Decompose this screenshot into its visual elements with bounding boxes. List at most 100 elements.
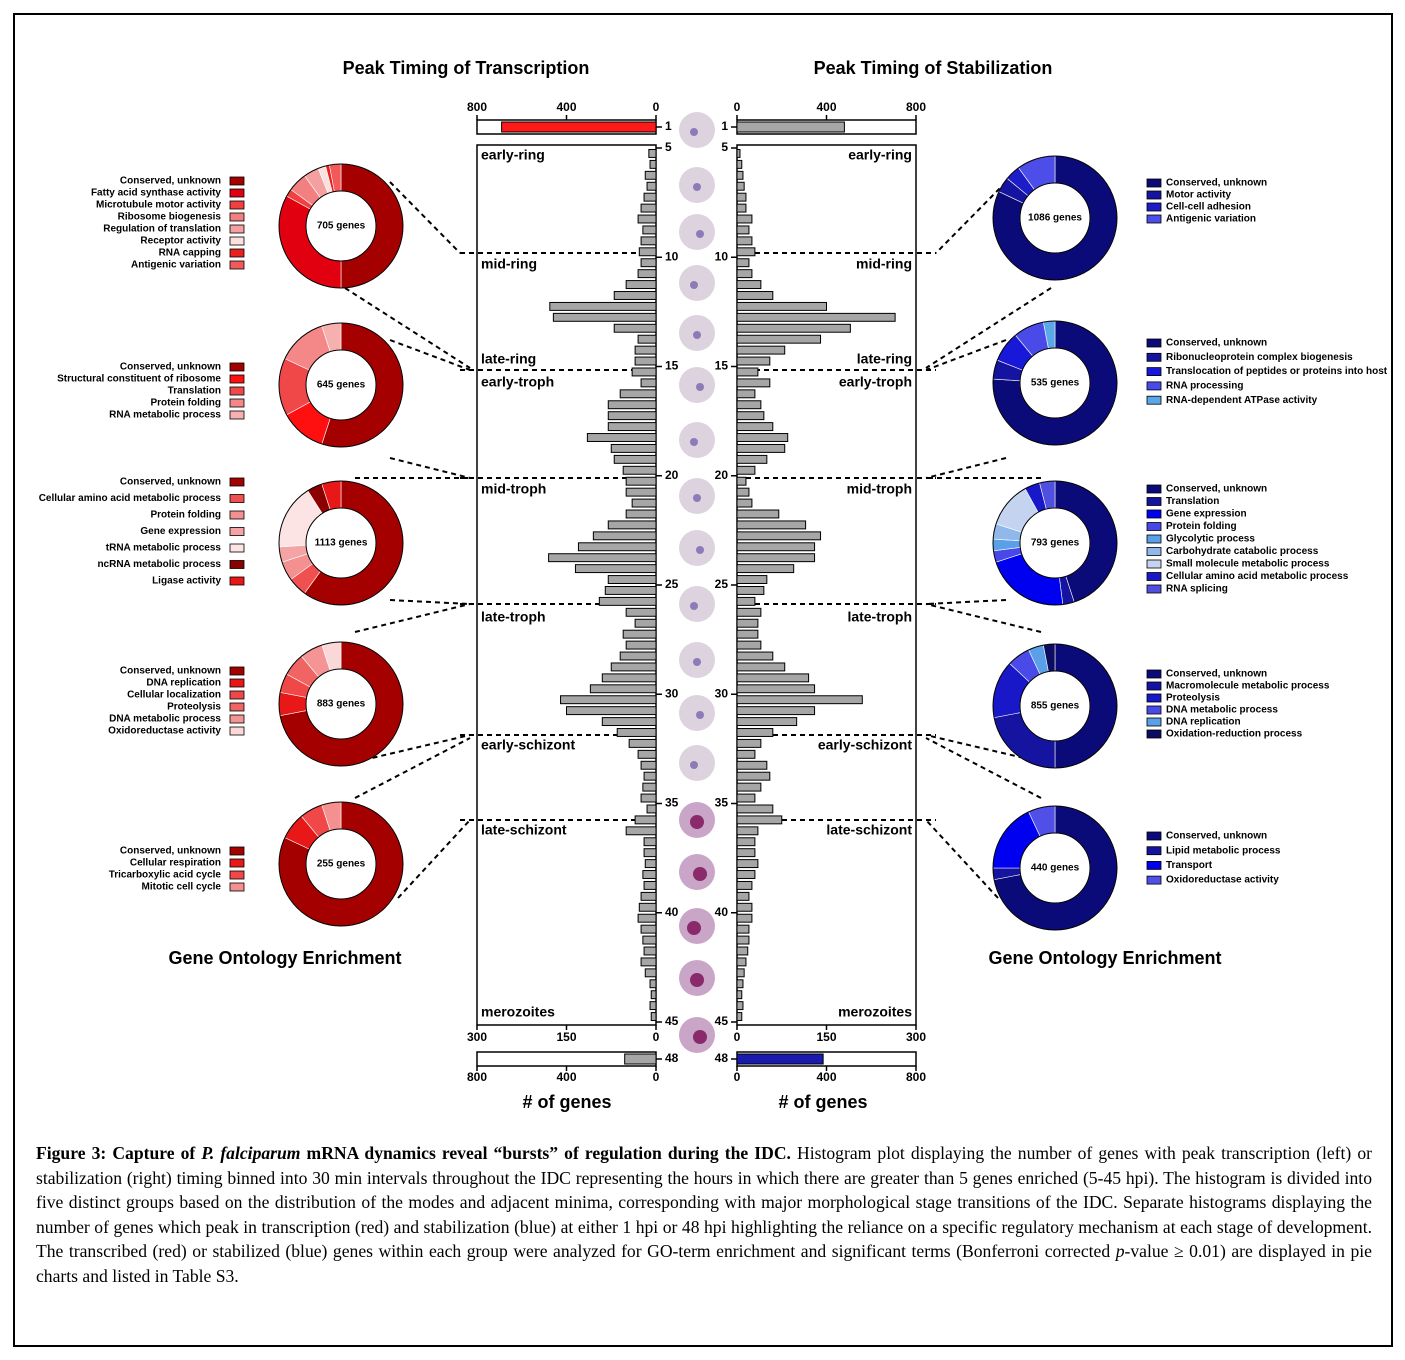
pie-hole <box>305 190 377 262</box>
stage-label: early-schizont <box>818 737 912 753</box>
x-tick-label: 800 <box>906 100 926 114</box>
pie-outline <box>278 641 404 767</box>
legend-swatch <box>229 690 245 700</box>
legend-swatch <box>1146 559 1162 569</box>
legend-label: Lipid metabolic process <box>1166 845 1281 856</box>
pie-center-label: 1086 genes <box>1028 213 1082 224</box>
histogram-bar <box>607 520 657 530</box>
y-tick-label: 20 <box>715 468 729 482</box>
parasite-stain <box>696 711 704 719</box>
pie-center-label: 255 genes <box>317 859 366 870</box>
pie-outline <box>278 322 404 448</box>
parasite-stain <box>690 973 704 987</box>
legend-swatch <box>229 846 245 856</box>
histogram-bar <box>643 848 657 858</box>
histogram-bar <box>736 149 741 158</box>
histogram-bar <box>736 684 816 694</box>
stage-label: late-troph <box>481 609 546 625</box>
histogram-bar <box>736 924 750 934</box>
histogram-bar <box>736 345 786 355</box>
bar <box>501 121 657 133</box>
parasite-stain <box>687 921 701 935</box>
stage-label: mid-ring <box>481 256 537 272</box>
x-tick-label: 300 <box>906 1030 926 1044</box>
histogram-bar <box>736 476 747 486</box>
pie-connector <box>925 181 1052 899</box>
y-tick-label: 10 <box>715 249 729 263</box>
histogram-bar <box>736 367 759 377</box>
y-tick-label: 40 <box>665 905 679 919</box>
x-tick-label: 0 <box>734 1070 741 1084</box>
histogram-bar <box>736 575 768 585</box>
y-tick-label: 45 <box>715 1014 729 1028</box>
histogram-bar <box>736 400 762 410</box>
histogram-bar <box>637 269 657 279</box>
histogram-bar <box>607 411 657 421</box>
histogram-bar <box>637 913 657 923</box>
pie-hole <box>1019 670 1091 742</box>
legend-swatch <box>229 858 245 868</box>
pie-center-label: 883 genes <box>317 699 366 710</box>
histogram-bar <box>736 553 816 563</box>
histogram-bar <box>736 880 753 890</box>
histogram-bar <box>601 717 657 727</box>
legend-label: Ribonucleoprotein complex biogenesis <box>1166 352 1353 363</box>
histogram-bar <box>642 782 657 792</box>
histogram-bar <box>736 520 807 530</box>
legend-label: Oxidoreductase activity <box>1166 875 1279 886</box>
histogram-bar <box>625 640 657 650</box>
legend-swatch <box>1146 729 1162 739</box>
histogram-bar <box>648 149 657 158</box>
pie-center-label: 645 genes <box>317 380 366 391</box>
y-tick-label: 15 <box>665 359 679 373</box>
histogram-bar <box>736 1001 744 1011</box>
histogram-bar <box>736 1012 743 1022</box>
histogram-bar <box>736 247 756 257</box>
legend-swatch <box>1146 367 1162 377</box>
legend-swatch <box>1146 522 1162 531</box>
histogram-bar <box>643 771 657 781</box>
histogram-bar <box>610 443 657 453</box>
x-axis-label: # of genes <box>778 1092 867 1112</box>
pie-center-label: 855 genes <box>1031 701 1080 712</box>
histogram-bar <box>736 280 762 290</box>
y-tick-label: 45 <box>665 1014 679 1028</box>
parasite-stain <box>690 128 698 136</box>
x-tick-label: 0 <box>653 1070 660 1084</box>
legend-swatch <box>1146 669 1162 679</box>
histogram-bar <box>736 891 750 901</box>
pie-hole <box>305 349 377 421</box>
y-tick-label: 5 <box>721 140 728 154</box>
histogram-bar <box>736 990 743 1000</box>
pie-outline <box>992 480 1118 606</box>
histogram-bar <box>736 826 759 836</box>
legend-label: Conserved, unknown <box>1166 669 1267 680</box>
category-label: 48 <box>715 1051 729 1065</box>
histogram-bar <box>607 422 657 432</box>
histogram-bar <box>736 662 786 672</box>
legend-swatch <box>1146 717 1162 727</box>
legend-label: Conserved, unknown <box>1166 831 1267 842</box>
stage-label: late-schizont <box>481 822 567 838</box>
histogram-bar <box>736 793 756 803</box>
histogram-bar <box>607 575 657 585</box>
histogram-bar <box>644 170 657 180</box>
histogram-bar <box>619 389 657 399</box>
histogram-bar <box>566 706 657 716</box>
pie-hole <box>305 668 377 740</box>
legend-swatch <box>229 176 245 186</box>
histogram-bar <box>601 673 657 683</box>
pie-hole <box>1019 507 1091 579</box>
stage-label: early-schizont <box>481 737 575 753</box>
stage-label: late-ring <box>481 351 536 367</box>
legend-swatch <box>229 386 245 396</box>
legend-label: RNA-dependent ATPase activity <box>1166 395 1318 406</box>
histogram-bar <box>592 531 657 541</box>
x-tick-label: 0 <box>653 100 660 114</box>
histogram-bar <box>736 564 795 574</box>
histogram-bar <box>643 946 657 956</box>
histogram-bar <box>736 837 756 847</box>
legend-label: Ligase activity <box>152 576 221 587</box>
legend-swatch <box>229 527 245 536</box>
